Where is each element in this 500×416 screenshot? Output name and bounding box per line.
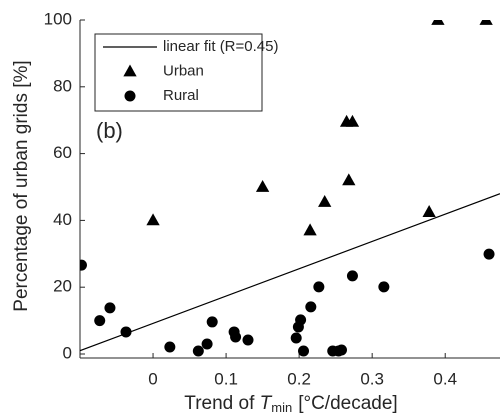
legend-label: Urban [163,62,204,79]
x-axis-label: Trend of Tmin [°C/decade] [184,393,397,415]
x-label-unit: [°C/decade] [298,393,398,414]
rural-point [206,316,218,328]
rural-point [346,270,358,282]
rural-point [335,344,347,356]
x-label-symbol: T [260,393,273,414]
rural-point [295,314,307,326]
legend-label: Rural [163,87,199,104]
urban-point [479,20,493,25]
rural-point [298,345,310,357]
urban-point [255,179,270,192]
urban-point [422,205,436,217]
x-tick-label: 0.1 [214,369,238,388]
rural-point [164,341,176,353]
plot-area [80,20,500,357]
urban-point [303,223,317,236]
urban-point [342,173,356,186]
rural-point [313,281,325,293]
y-tick-label: 80 [53,76,72,95]
x-tick-label: 0.4 [433,369,457,388]
urban-point [345,114,360,127]
rural-point [378,281,390,293]
rural-point [104,302,116,314]
urban-point [146,213,160,226]
rural-point [120,326,132,338]
panel-label: (b) [96,118,123,143]
y-axis-label: Percentage of urban grids [%] [11,60,32,311]
fit-line [80,193,500,352]
rural-point [290,332,302,344]
y-tick-label: 100 [44,9,72,28]
x-tick-label: 0 [148,369,157,388]
y-tick-label: 60 [53,143,72,162]
x-label-text: Trend of [184,393,259,414]
legend-label: linear fit (R=0.45) [163,38,278,55]
x-label-subscript: min [271,400,292,415]
y-tick-label: 20 [53,277,72,296]
legend-circle [124,90,136,102]
y-tick-label: 40 [53,210,72,229]
rural-point [305,301,317,313]
urban-point [431,20,445,25]
x-tick-label: 0.2 [287,369,311,388]
y-tick-label: 0 [63,343,72,362]
urban-point [318,195,332,207]
rural-point [94,315,106,327]
rural-point [192,345,204,357]
rural-point [230,331,242,343]
x-tick-label: 0.3 [360,369,384,388]
legend-triangle [123,64,137,77]
rural-point [242,334,254,346]
rural-point [201,338,213,350]
rural-point [80,259,87,271]
rural-point [483,248,495,260]
